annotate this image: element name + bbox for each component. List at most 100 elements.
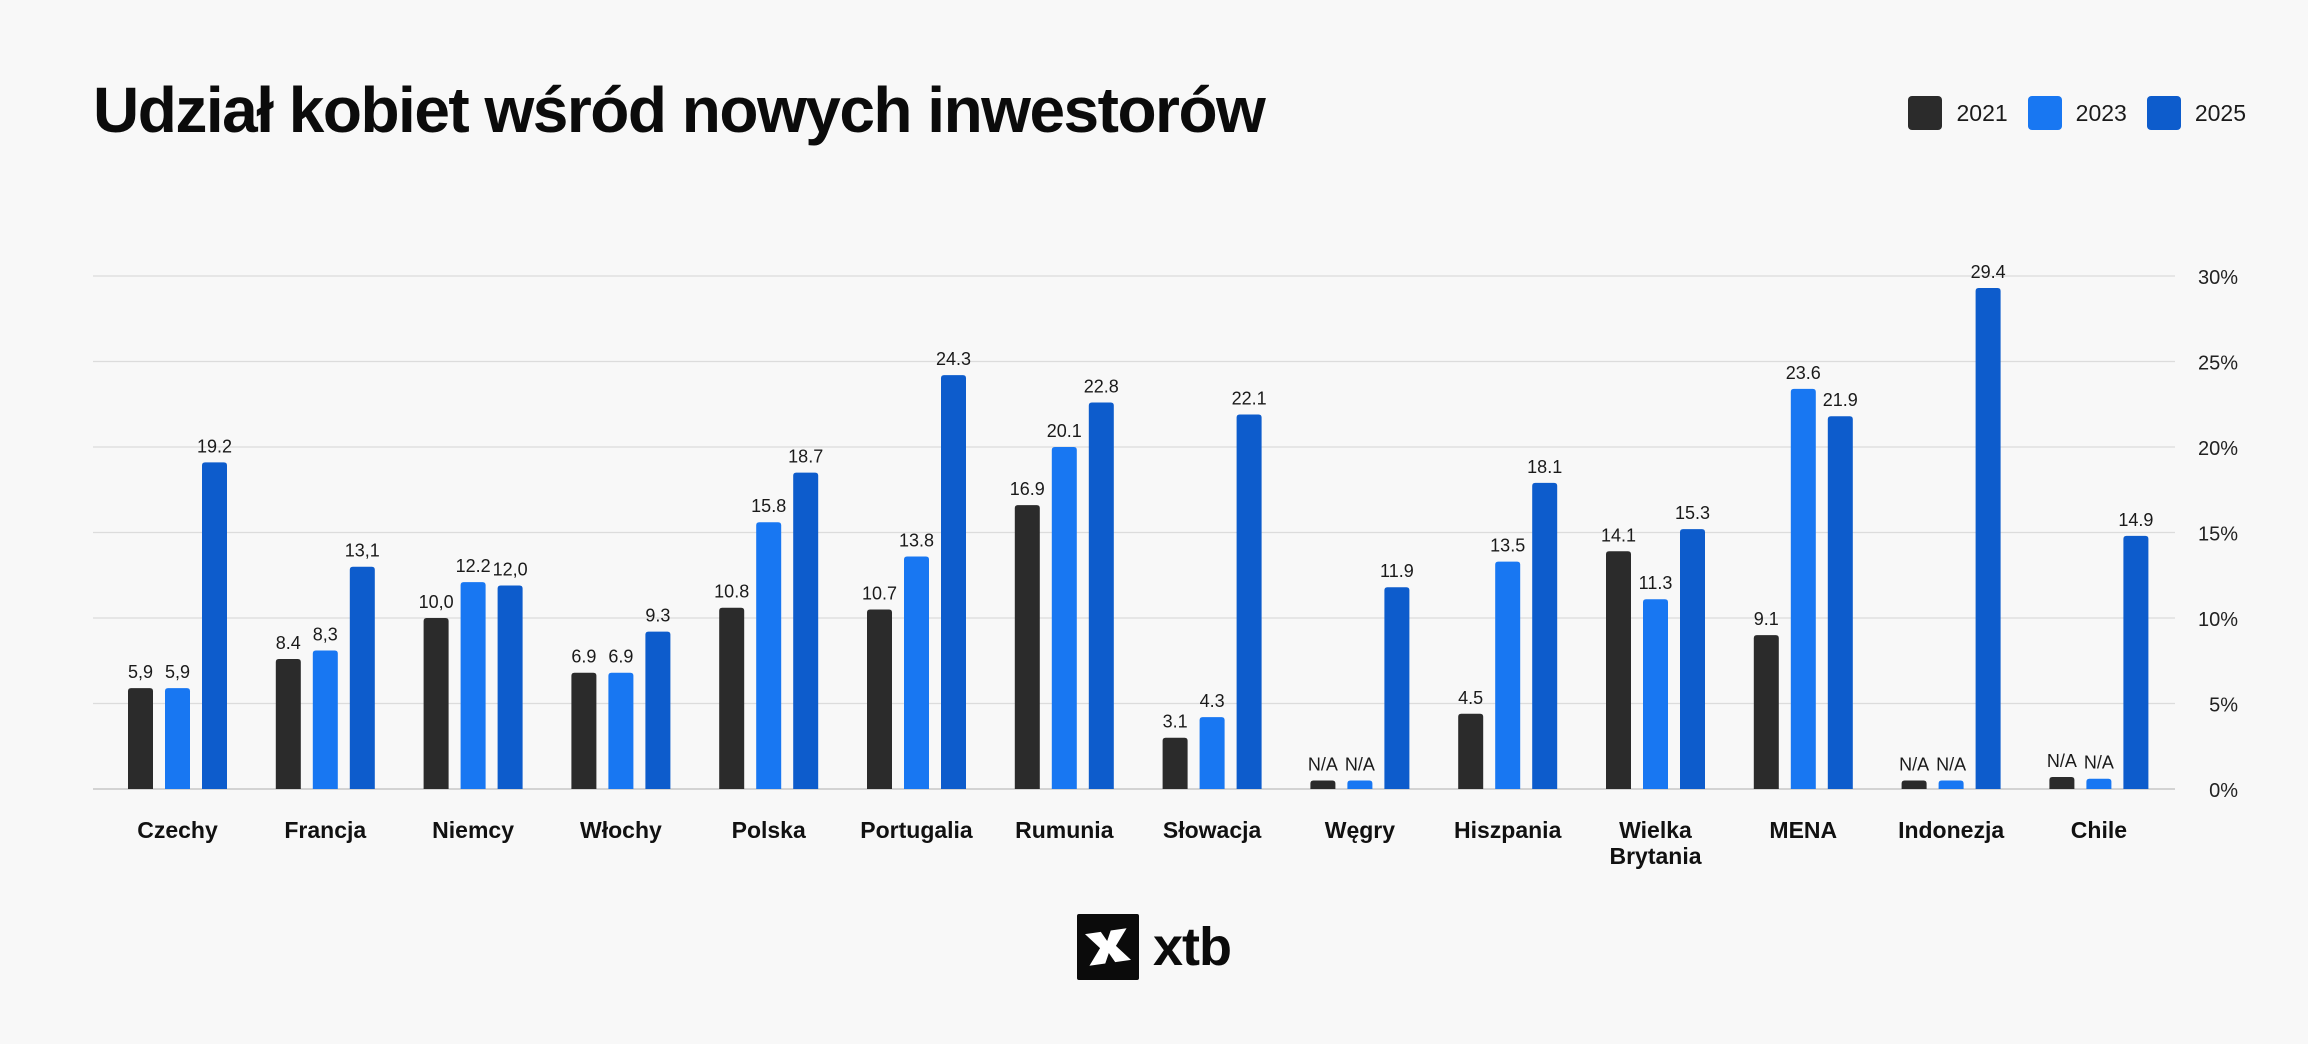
- x-tick-label: Indonezja: [1898, 817, 2004, 843]
- x-tick-label: Portugalia: [860, 817, 973, 843]
- data-label: 14.9: [2118, 510, 2153, 530]
- bar-2021: [2049, 777, 2075, 789]
- bar-2021: [1606, 551, 1631, 789]
- data-label: 8.4: [276, 633, 301, 653]
- data-label: 13.8: [899, 530, 934, 550]
- bar-2023: [1495, 561, 1521, 789]
- xtb-logo-text: xtb: [1153, 917, 1232, 977]
- bar-chart: 0% 5% 10% 15% 20% 25% 30% 5,9 5,9 19.2 Czechy 8.4 8,…: [93, 262, 2238, 869]
- legend-item-2025: 2025: [2146, 96, 2246, 130]
- bar-2025: [1827, 416, 1853, 789]
- data-label: 12.2: [456, 556, 491, 576]
- bar-2021: [867, 609, 892, 789]
- data-label: 12,0: [493, 560, 528, 580]
- bar-2023: [312, 650, 338, 789]
- data-label: 5,9: [128, 662, 153, 682]
- data-label: 13.5: [1490, 536, 1525, 556]
- bar-2025: [941, 375, 966, 789]
- chart-legend: 2021 2023 2025: [1908, 96, 2246, 130]
- bar-2021: [1901, 780, 1927, 789]
- data-label: N/A: [2047, 751, 2077, 771]
- bar-2021: [423, 618, 449, 789]
- data-label: 15.3: [1675, 503, 1710, 523]
- bar-2025: [497, 585, 523, 789]
- y-tick-label: 10%: [2198, 609, 2238, 631]
- data-label: 18.1: [1527, 457, 1562, 477]
- legend-swatch-2025: [2146, 96, 2181, 130]
- data-label: 10,0: [419, 592, 454, 612]
- data-label: 21.9: [1823, 390, 1858, 410]
- bar-2023: [756, 522, 782, 789]
- legend-label-2025: 2025: [2194, 99, 2246, 126]
- bar-2023: [608, 672, 634, 789]
- x-tick-label: Hiszpania: [1454, 817, 1562, 843]
- bar-2025: [1680, 529, 1705, 789]
- data-label: 3.1: [1163, 712, 1188, 732]
- data-label: 9.1: [1754, 609, 1779, 629]
- bar-2025: [1384, 587, 1410, 789]
- xtb-logo: xtb: [1077, 914, 1232, 980]
- data-label: 29.4: [1971, 262, 2006, 282]
- x-tick-label: Wielka Brytania: [1609, 817, 1701, 869]
- data-label: 22.1: [1232, 389, 1267, 409]
- bar-2021: [1162, 737, 1188, 789]
- x-tick-label: Słowacja: [1163, 817, 1262, 843]
- y-tick-label: 5%: [2209, 695, 2238, 717]
- bar-2021: [1753, 635, 1779, 789]
- y-tick-label: 20%: [2198, 438, 2238, 460]
- data-label: 19.2: [197, 436, 232, 456]
- y-tick-label: 0%: [2209, 780, 2238, 802]
- data-label: 4.5: [1458, 688, 1483, 708]
- bar-2023: [1347, 780, 1373, 789]
- bar-2023: [1790, 388, 1816, 789]
- data-label: 8,3: [313, 624, 338, 644]
- legend-swatch-2023: [2027, 96, 2062, 130]
- bar-2023: [1199, 717, 1225, 789]
- data-label: 11.9: [1380, 561, 1414, 581]
- bar-2023: [904, 556, 929, 789]
- data-label: 6.9: [571, 647, 596, 667]
- data-label: 14.1: [1601, 525, 1636, 545]
- legend-label-2021: 2021: [1956, 99, 2008, 126]
- x-tick-label: MENA: [1769, 817, 1837, 843]
- bar-2023: [1938, 780, 1964, 789]
- bar-2021: [719, 607, 745, 789]
- data-label: N/A: [1899, 754, 1929, 774]
- data-label: 24.3: [936, 349, 971, 369]
- xtb-logo-mark-icon: [1077, 914, 1139, 980]
- data-label: N/A: [1936, 754, 1966, 774]
- x-tick-label: Polska: [732, 817, 806, 843]
- x-tick-label: Czechy: [137, 817, 218, 843]
- bar-2025: [1975, 287, 2001, 789]
- x-tick-label: Francja: [284, 817, 366, 843]
- data-label: 22.8: [1084, 377, 1119, 397]
- data-label: 20.1: [1047, 421, 1082, 441]
- bar-2025: [793, 472, 819, 789]
- data-label: 11.3: [1639, 573, 1673, 593]
- bar-2021: [128, 688, 153, 789]
- data-label: 15.8: [751, 496, 786, 516]
- bar-2023: [1051, 447, 1077, 789]
- bar-2025: [1532, 482, 1558, 789]
- bar-2021: [571, 672, 597, 789]
- y-tick-label: 15%: [2198, 524, 2238, 546]
- bar-2023: [1643, 599, 1668, 789]
- bar-2025: [349, 566, 375, 789]
- y-tick-label: 30%: [2198, 267, 2238, 289]
- data-label: 18.7: [788, 447, 823, 467]
- data-label: 16.9: [1010, 479, 1045, 499]
- x-tick-label: Rumunia: [1015, 817, 1114, 843]
- bar-2021: [1458, 713, 1484, 789]
- legend-item-2023: 2023: [2027, 96, 2127, 130]
- data-label: 6.9: [608, 647, 633, 667]
- data-label: N/A: [1308, 754, 1338, 774]
- data-label: N/A: [1345, 754, 1375, 774]
- data-label: 9.3: [645, 606, 670, 626]
- x-tick-label: Niemcy: [432, 817, 514, 843]
- bar-2021: [1310, 780, 1336, 789]
- data-label: 10.7: [862, 583, 897, 603]
- bar-2023: [165, 688, 190, 789]
- data-label: 5,9: [165, 662, 190, 682]
- legend-label-2023: 2023: [2075, 99, 2127, 126]
- bar-2025: [2123, 535, 2149, 789]
